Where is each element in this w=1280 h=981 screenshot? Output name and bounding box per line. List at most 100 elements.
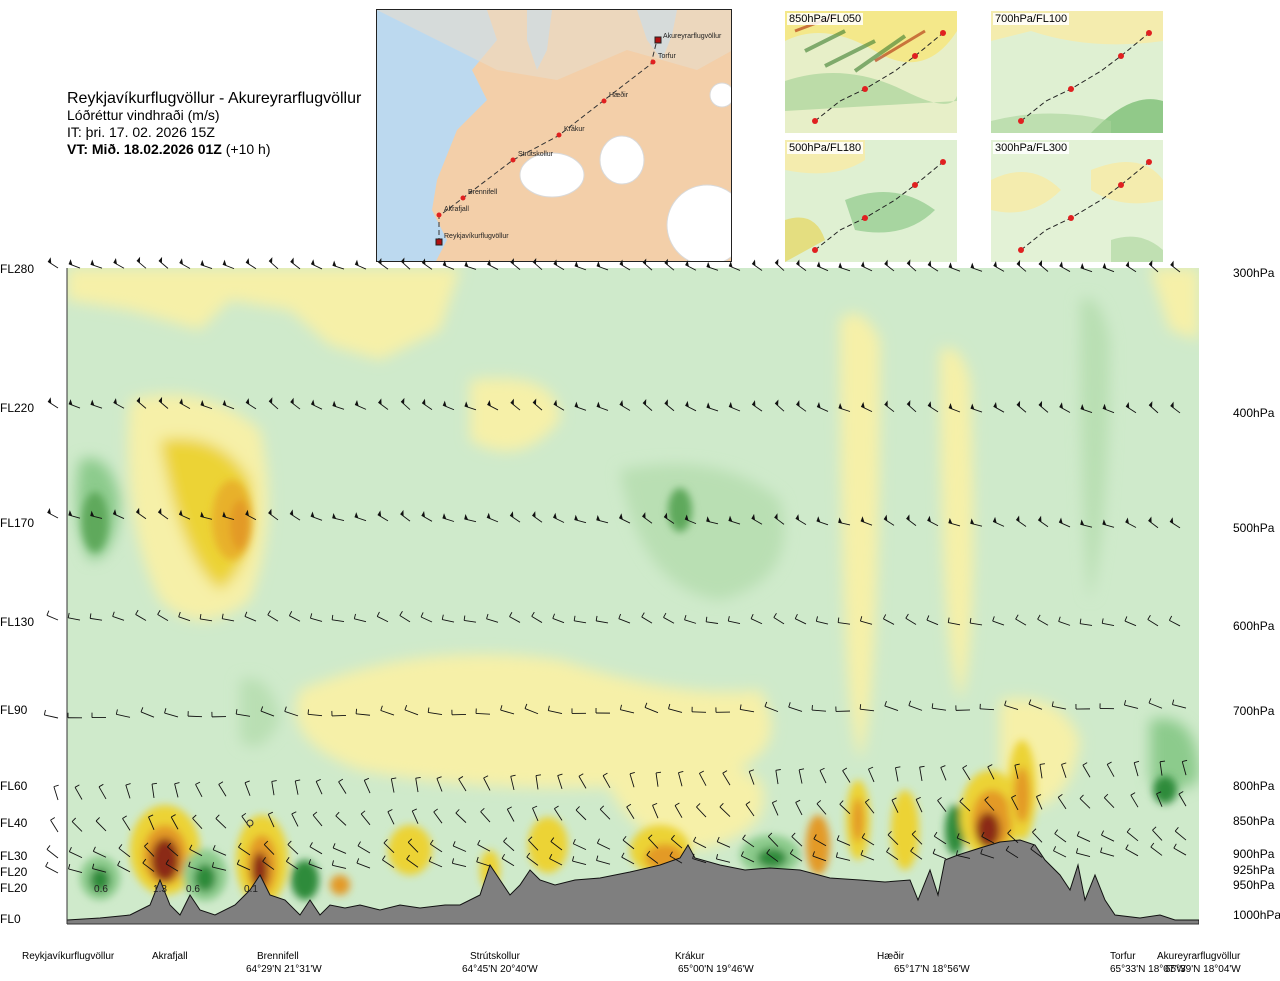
flight-level-label: FL220 [0,401,35,415]
wind-barb-feather [1082,762,1088,766]
wind-barb-feather [113,398,118,405]
wind-barb-feather [235,709,238,715]
wind-barb-feather [174,782,180,785]
wind-barb-feather [195,781,201,785]
wind-barb-feather [464,514,469,520]
wind-barb-feather [483,775,489,779]
wind-barb-feather [642,258,647,265]
location-coordinate: 65°39'N 18°04'W [1165,964,1241,975]
wind-barb-feather [557,773,563,776]
parameter-title: Lóðréttur vindhraði (m/s) [67,107,220,123]
wind-barb-feather [136,396,141,404]
wind-barb [1039,764,1043,779]
wind-barb-feather [553,399,558,407]
wind-barb [501,858,515,867]
wind-barb-feather [477,839,481,845]
wind-barb-feather [1038,515,1042,523]
wind-barb-feather [648,834,653,839]
wind-barb-feather [706,516,711,522]
wind-barb-feather [861,261,865,268]
wind-barb-feather [192,814,197,819]
wind-barb-feather [572,839,576,844]
wind-barb [1016,263,1027,272]
wind-barb [774,402,785,412]
wind-barb-feather [401,257,405,264]
wind-barb-feather [596,401,601,408]
wind-barb [795,802,803,816]
wind-barb [179,402,191,409]
wind-barb-feather [674,802,680,806]
wind-barb-feather [311,399,315,406]
wind-barb [509,616,521,623]
wind-barb [69,851,83,859]
wind-barb-feather [263,840,269,845]
wind-barb [68,403,81,409]
wind-barb [956,854,971,859]
wind-barb-feather [510,398,514,405]
wind-barb-feather [404,705,408,711]
wind-barb [433,811,443,824]
wind-barb [980,853,995,859]
wind-barb-feather [1182,759,1188,763]
wind-barb-feather [1102,403,1107,410]
northern-highlands [377,10,731,80]
wind-barb-feather [578,773,584,777]
wind-barb-feather [602,772,608,777]
wind-barb [926,619,939,626]
wind-barb-feather [68,510,73,517]
wind-barb [699,773,707,786]
wind-barb-feather [816,800,822,805]
wind-barb-feather [262,857,266,862]
wind-barb [332,405,345,410]
wind-barb [378,401,389,410]
wind-barb [335,815,347,826]
mini-map-500-label: 500hPa/FL180 [787,142,864,154]
wind-barb [771,802,779,816]
wind-barb [455,812,467,823]
wind-barb-feather [90,259,95,266]
location-coordinate: 64°45'N 20°40'W [462,964,538,975]
wind-barb-feather [267,610,271,616]
wind-barb [179,262,191,269]
wind-barb-feather [644,702,648,708]
wind-barb-feather [641,612,645,618]
wind-barb-feather [1174,827,1179,832]
wind-barb-feather [775,258,779,266]
wind-barb-feather [218,781,224,785]
location-coordinate: 64°29'N 21°31'W [246,964,322,975]
wind-barb [236,713,251,717]
wind-barb [245,401,257,410]
wind-barb [1152,829,1163,841]
wind-barb-feather [655,771,662,774]
wind-barb-feather [487,259,491,266]
wind-barb-feather [1101,830,1105,836]
wind-barb-feather [789,849,794,854]
wind-barb [622,839,635,850]
wind-barb-feather [68,259,73,266]
wind-barb-feather [728,515,733,522]
wind-barb-feather [164,708,167,714]
wind-barb-feather [1032,828,1037,833]
wind-barb [267,814,275,828]
wind-barb-feather [531,611,535,617]
location-name: Strútskollur [470,951,521,962]
wind-barb-feather [906,514,910,521]
wind-barb [268,512,279,521]
wind-barb-feather [1150,842,1155,848]
wind-barb-feather [1156,791,1162,795]
wind-barb-feather [1038,259,1043,267]
wind-barb [118,847,131,858]
wind-barb-feather [1101,618,1104,624]
wind-barb [860,708,875,712]
wind-barb-feather [500,705,503,711]
wind-barb [552,617,565,624]
wind-barb [218,784,227,797]
wind-barb-feather [552,613,555,619]
wind-barb [1059,265,1071,272]
flight-level-label: FL20 [0,865,28,879]
wind-barb [919,767,923,781]
wind-barb-feather [812,851,815,857]
wind-barb-feather [1076,831,1080,837]
wind-barb-feather [222,399,227,406]
wind-barb-feather [860,616,863,622]
